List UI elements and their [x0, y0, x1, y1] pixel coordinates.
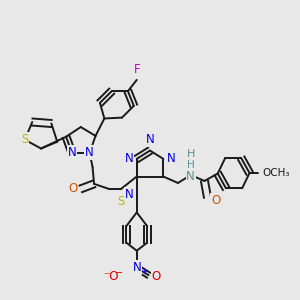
Text: H: H — [187, 160, 194, 170]
Text: −: − — [115, 268, 123, 278]
Text: N: N — [124, 152, 133, 165]
Text: H
N: H N — [186, 149, 195, 170]
Text: N: N — [186, 170, 195, 183]
Text: S: S — [21, 133, 28, 146]
Text: N: N — [167, 152, 176, 165]
Text: OCH₃: OCH₃ — [262, 168, 289, 178]
Text: O: O — [152, 270, 161, 283]
Text: O: O — [211, 194, 220, 207]
Text: ⁻O: ⁻O — [103, 270, 119, 283]
Text: N: N — [85, 146, 94, 159]
Text: N: N — [146, 133, 154, 146]
Text: N: N — [124, 188, 133, 201]
Text: N: N — [68, 146, 76, 159]
Text: O: O — [68, 182, 77, 195]
Text: F: F — [134, 62, 140, 76]
Text: +: + — [141, 267, 148, 276]
Text: S: S — [118, 195, 125, 208]
Text: N: N — [132, 261, 141, 274]
